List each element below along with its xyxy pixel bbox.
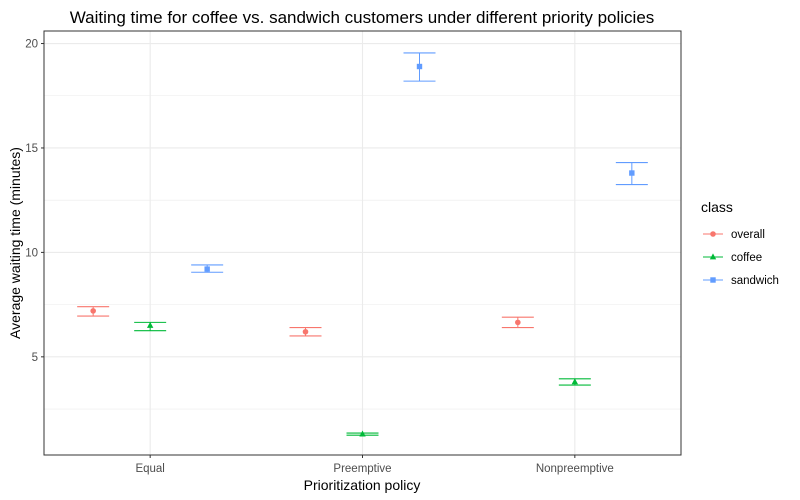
legend: class overall coffee sandwich (701, 199, 779, 287)
y-tick-label: 20 (25, 39, 38, 51)
point-overall (302, 328, 309, 335)
point-sandwich (204, 266, 210, 272)
legend-label-coffee: coffee (731, 252, 762, 264)
y-tick-label: 5 (32, 352, 38, 364)
legend-key-marker-coffee (709, 253, 717, 260)
legend-key-marker-overall (710, 231, 716, 237)
point-sandwich (629, 170, 635, 176)
x-tick-label: Preemptive (333, 463, 391, 475)
x-tick-label: Nonpreemptive (536, 463, 614, 475)
point-coffee (359, 430, 366, 437)
legend-title: class (701, 199, 733, 215)
x-axis-ticks: Equal Preemptive Nonpreemptive (135, 455, 614, 475)
point-overall (515, 319, 521, 326)
legend-key-marker-sandwich (710, 277, 716, 283)
y-axis-title: Average waiting time (minutes) (7, 147, 23, 339)
y-tick-label: 10 (25, 247, 38, 259)
x-tick-label: Equal (135, 463, 164, 475)
point-coffee (571, 378, 579, 385)
point-coffee (146, 321, 154, 328)
chart-title: Waiting time for coffee vs. sandwich cus… (70, 8, 655, 27)
point-overall (90, 308, 96, 314)
data-points (90, 63, 635, 437)
legend-label-sandwich: sandwich (731, 275, 779, 287)
y-tick-label: 15 (25, 143, 38, 155)
x-axis-title: Prioritization policy (304, 477, 421, 493)
legend-label-overall: overall (731, 229, 765, 241)
point-sandwich (416, 63, 423, 70)
y-axis-ticks: 5 10 15 20 (25, 39, 44, 364)
